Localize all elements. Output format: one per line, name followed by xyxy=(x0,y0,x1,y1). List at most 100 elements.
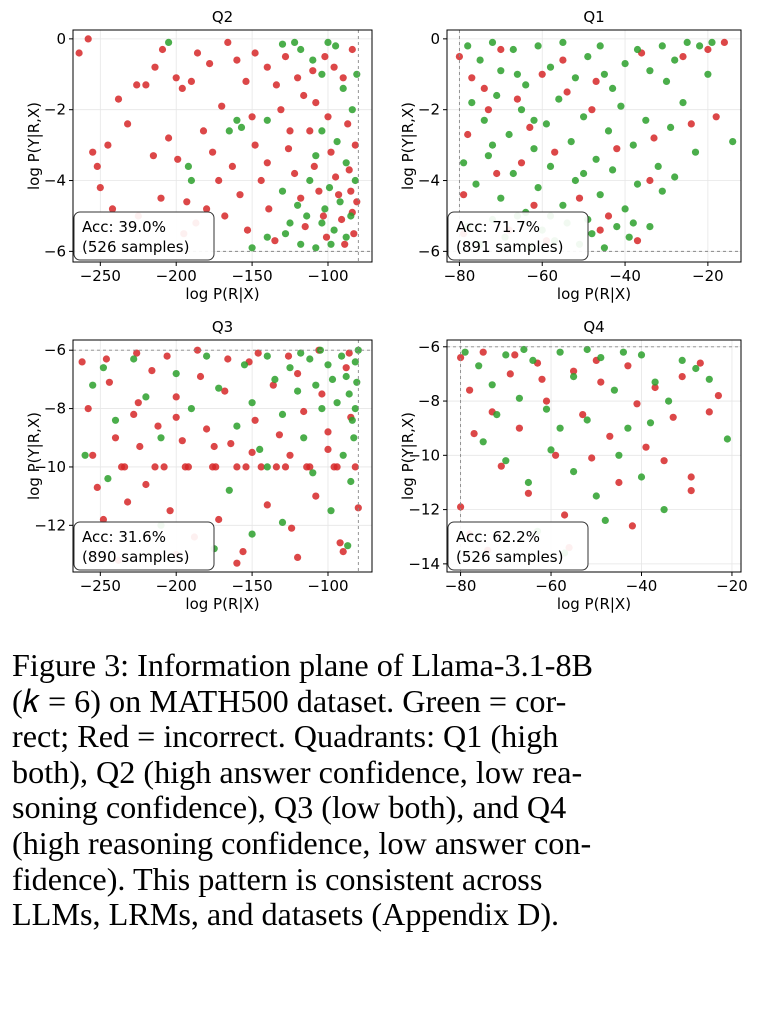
data-point xyxy=(520,345,528,354)
x-tick-label: −250 xyxy=(80,267,121,285)
data-point xyxy=(133,349,141,357)
data-point xyxy=(542,397,551,405)
data-point xyxy=(542,120,551,128)
data-point xyxy=(263,159,271,167)
data-point xyxy=(89,381,97,389)
data-point xyxy=(172,74,180,82)
data-point xyxy=(692,364,700,373)
data-point xyxy=(691,148,700,156)
data-point xyxy=(165,38,173,47)
data-point xyxy=(347,187,355,195)
annotation-box xyxy=(447,521,589,571)
data-point xyxy=(571,176,580,185)
data-point xyxy=(642,443,650,451)
data-point xyxy=(610,386,619,394)
plot-frame xyxy=(446,339,742,573)
data-point xyxy=(534,184,542,192)
plot-frame xyxy=(72,29,373,263)
data-point xyxy=(278,187,287,195)
data-point xyxy=(306,127,314,135)
data-point xyxy=(134,399,142,407)
data-point xyxy=(619,348,628,356)
data-point xyxy=(679,99,687,107)
scatter-points xyxy=(457,345,732,557)
data-point xyxy=(613,223,621,231)
data-point xyxy=(187,176,195,185)
data-point xyxy=(488,38,497,47)
data-point xyxy=(196,372,205,381)
data-point xyxy=(597,354,605,362)
data-point xyxy=(468,99,476,107)
x-tick-label: −60 xyxy=(526,267,558,285)
data-point xyxy=(215,384,223,392)
data-point xyxy=(158,45,167,54)
data-point xyxy=(294,201,302,209)
data-point xyxy=(306,355,314,363)
data-point xyxy=(563,88,571,96)
data-point xyxy=(660,457,668,465)
data-point xyxy=(330,226,338,234)
x-tick-label: −20 xyxy=(716,577,748,595)
plot-frame xyxy=(72,339,373,573)
y-tick-label: −10 xyxy=(408,446,440,464)
data-point xyxy=(319,212,327,220)
data-point xyxy=(354,504,362,512)
data-point xyxy=(327,240,335,248)
panel-q1: −80 −60 −40 −20 0 −2 −4 −6 Q1 log P(R|X) log P(Y|R… xyxy=(399,8,742,303)
data-point xyxy=(687,473,695,481)
data-point xyxy=(312,492,320,500)
data-point xyxy=(552,451,560,459)
data-point xyxy=(601,516,609,525)
data-point xyxy=(583,416,591,424)
data-point xyxy=(561,511,569,519)
accuracy-label: Acc: 31.6% xyxy=(82,528,166,546)
data-point xyxy=(315,187,323,195)
data-point xyxy=(157,194,165,202)
y-tick-label: −14 xyxy=(408,555,440,573)
data-point xyxy=(330,63,338,71)
x-tick-label: −100 xyxy=(307,267,348,285)
plot-frame xyxy=(446,29,742,263)
data-point xyxy=(291,169,299,178)
panel-title: Q1 xyxy=(583,8,604,26)
accuracy-label: Acc: 62.2% xyxy=(456,528,540,546)
caption-line: (high reasoning confidence, low answer c… xyxy=(12,824,592,861)
y-axis-label: log P(Y|R,X) xyxy=(25,102,43,190)
data-point xyxy=(114,95,123,103)
data-point xyxy=(324,38,332,47)
data-point xyxy=(121,463,129,471)
data-point xyxy=(312,152,320,160)
data-point xyxy=(529,356,537,364)
data-point xyxy=(347,212,355,220)
data-point xyxy=(75,49,83,57)
figure-caption: Figure 3: Information plane of Llama-3.1… xyxy=(12,647,748,933)
data-point xyxy=(286,364,294,372)
data-point xyxy=(350,230,358,238)
data-point xyxy=(318,405,326,413)
data-point xyxy=(325,184,334,192)
data-point xyxy=(687,487,695,495)
caption-line: (𝑘 = 6) on MATH500 dataset. Green = cor- xyxy=(12,682,567,719)
data-point xyxy=(460,191,468,199)
data-point xyxy=(609,84,617,92)
data-point xyxy=(160,463,168,471)
data-point xyxy=(256,445,264,453)
data-point xyxy=(297,45,305,54)
data-point xyxy=(506,370,514,378)
data-point xyxy=(556,348,564,356)
data-point xyxy=(233,56,241,64)
data-point xyxy=(637,473,646,481)
data-point xyxy=(583,345,591,354)
data-point xyxy=(339,84,347,92)
data-point xyxy=(312,99,320,107)
data-point xyxy=(696,359,704,367)
data-point xyxy=(227,440,235,448)
data-point xyxy=(497,194,505,202)
data-point xyxy=(530,201,538,209)
data-point xyxy=(625,233,633,241)
data-point xyxy=(203,425,211,433)
panel-title: Q4 xyxy=(583,318,604,336)
data-point xyxy=(515,424,524,432)
data-point xyxy=(522,81,530,89)
data-point xyxy=(633,237,642,245)
